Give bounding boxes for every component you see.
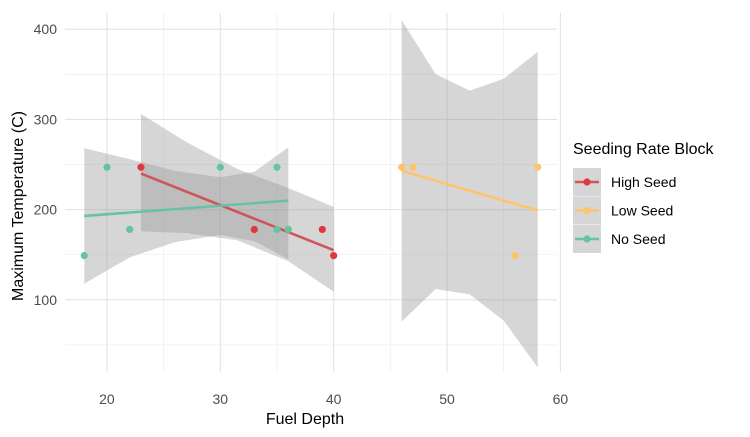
x-tick-label: 40 (326, 391, 342, 407)
x-axis-title: Fuel Depth (266, 411, 344, 428)
y-tick-label: 300 (34, 111, 58, 127)
data-point (80, 252, 88, 260)
confidence-band (84, 147, 289, 284)
data-point (103, 163, 111, 171)
data-point (126, 225, 134, 234)
legend-title: Seeding Rate Block (573, 141, 715, 158)
data-point (273, 163, 281, 171)
fit-line (140, 172, 335, 252)
legend-key-point (583, 235, 591, 243)
data-point (511, 252, 519, 260)
data-point (398, 163, 406, 171)
data-point (137, 163, 145, 171)
legend: Seeding Rate Block High Seed Low Seed No S… (573, 141, 715, 253)
data-point (330, 252, 338, 260)
legend-label: No Seed (611, 231, 665, 247)
x-tick-label: 60 (553, 391, 569, 407)
confidence-band (401, 20, 538, 368)
data-point (216, 163, 224, 171)
y-axis-tick-labels: 100 200 300 400 (34, 21, 58, 308)
legend-key-point (583, 178, 591, 186)
x-axis-tick-labels: 20 30 40 50 60 (99, 391, 568, 407)
legend-label: High Seed (611, 174, 676, 190)
y-tick-label: 200 (34, 202, 58, 218)
x-tick-label: 30 (213, 391, 229, 407)
grid (65, 13, 561, 372)
legend-label: Low Seed (611, 203, 673, 219)
data-point (409, 163, 417, 171)
x-tick-label: 50 (439, 391, 455, 407)
data-points (80, 163, 542, 260)
data-point (318, 225, 326, 234)
confidence-band (141, 114, 334, 292)
fit-line (84, 199, 289, 218)
data-point (250, 225, 258, 234)
x-tick-label: 20 (99, 391, 115, 407)
fit-lines (84, 169, 539, 252)
y-tick-label: 100 (34, 292, 58, 308)
confidence-bands (84, 20, 538, 368)
data-point (534, 163, 542, 171)
y-tick-label: 400 (34, 21, 58, 37)
legend-key-point (583, 206, 591, 215)
data-point (273, 225, 281, 234)
data-point (284, 225, 292, 234)
fit-line (401, 169, 539, 212)
y-axis-title: Maximum Temperature (C) (10, 111, 27, 301)
